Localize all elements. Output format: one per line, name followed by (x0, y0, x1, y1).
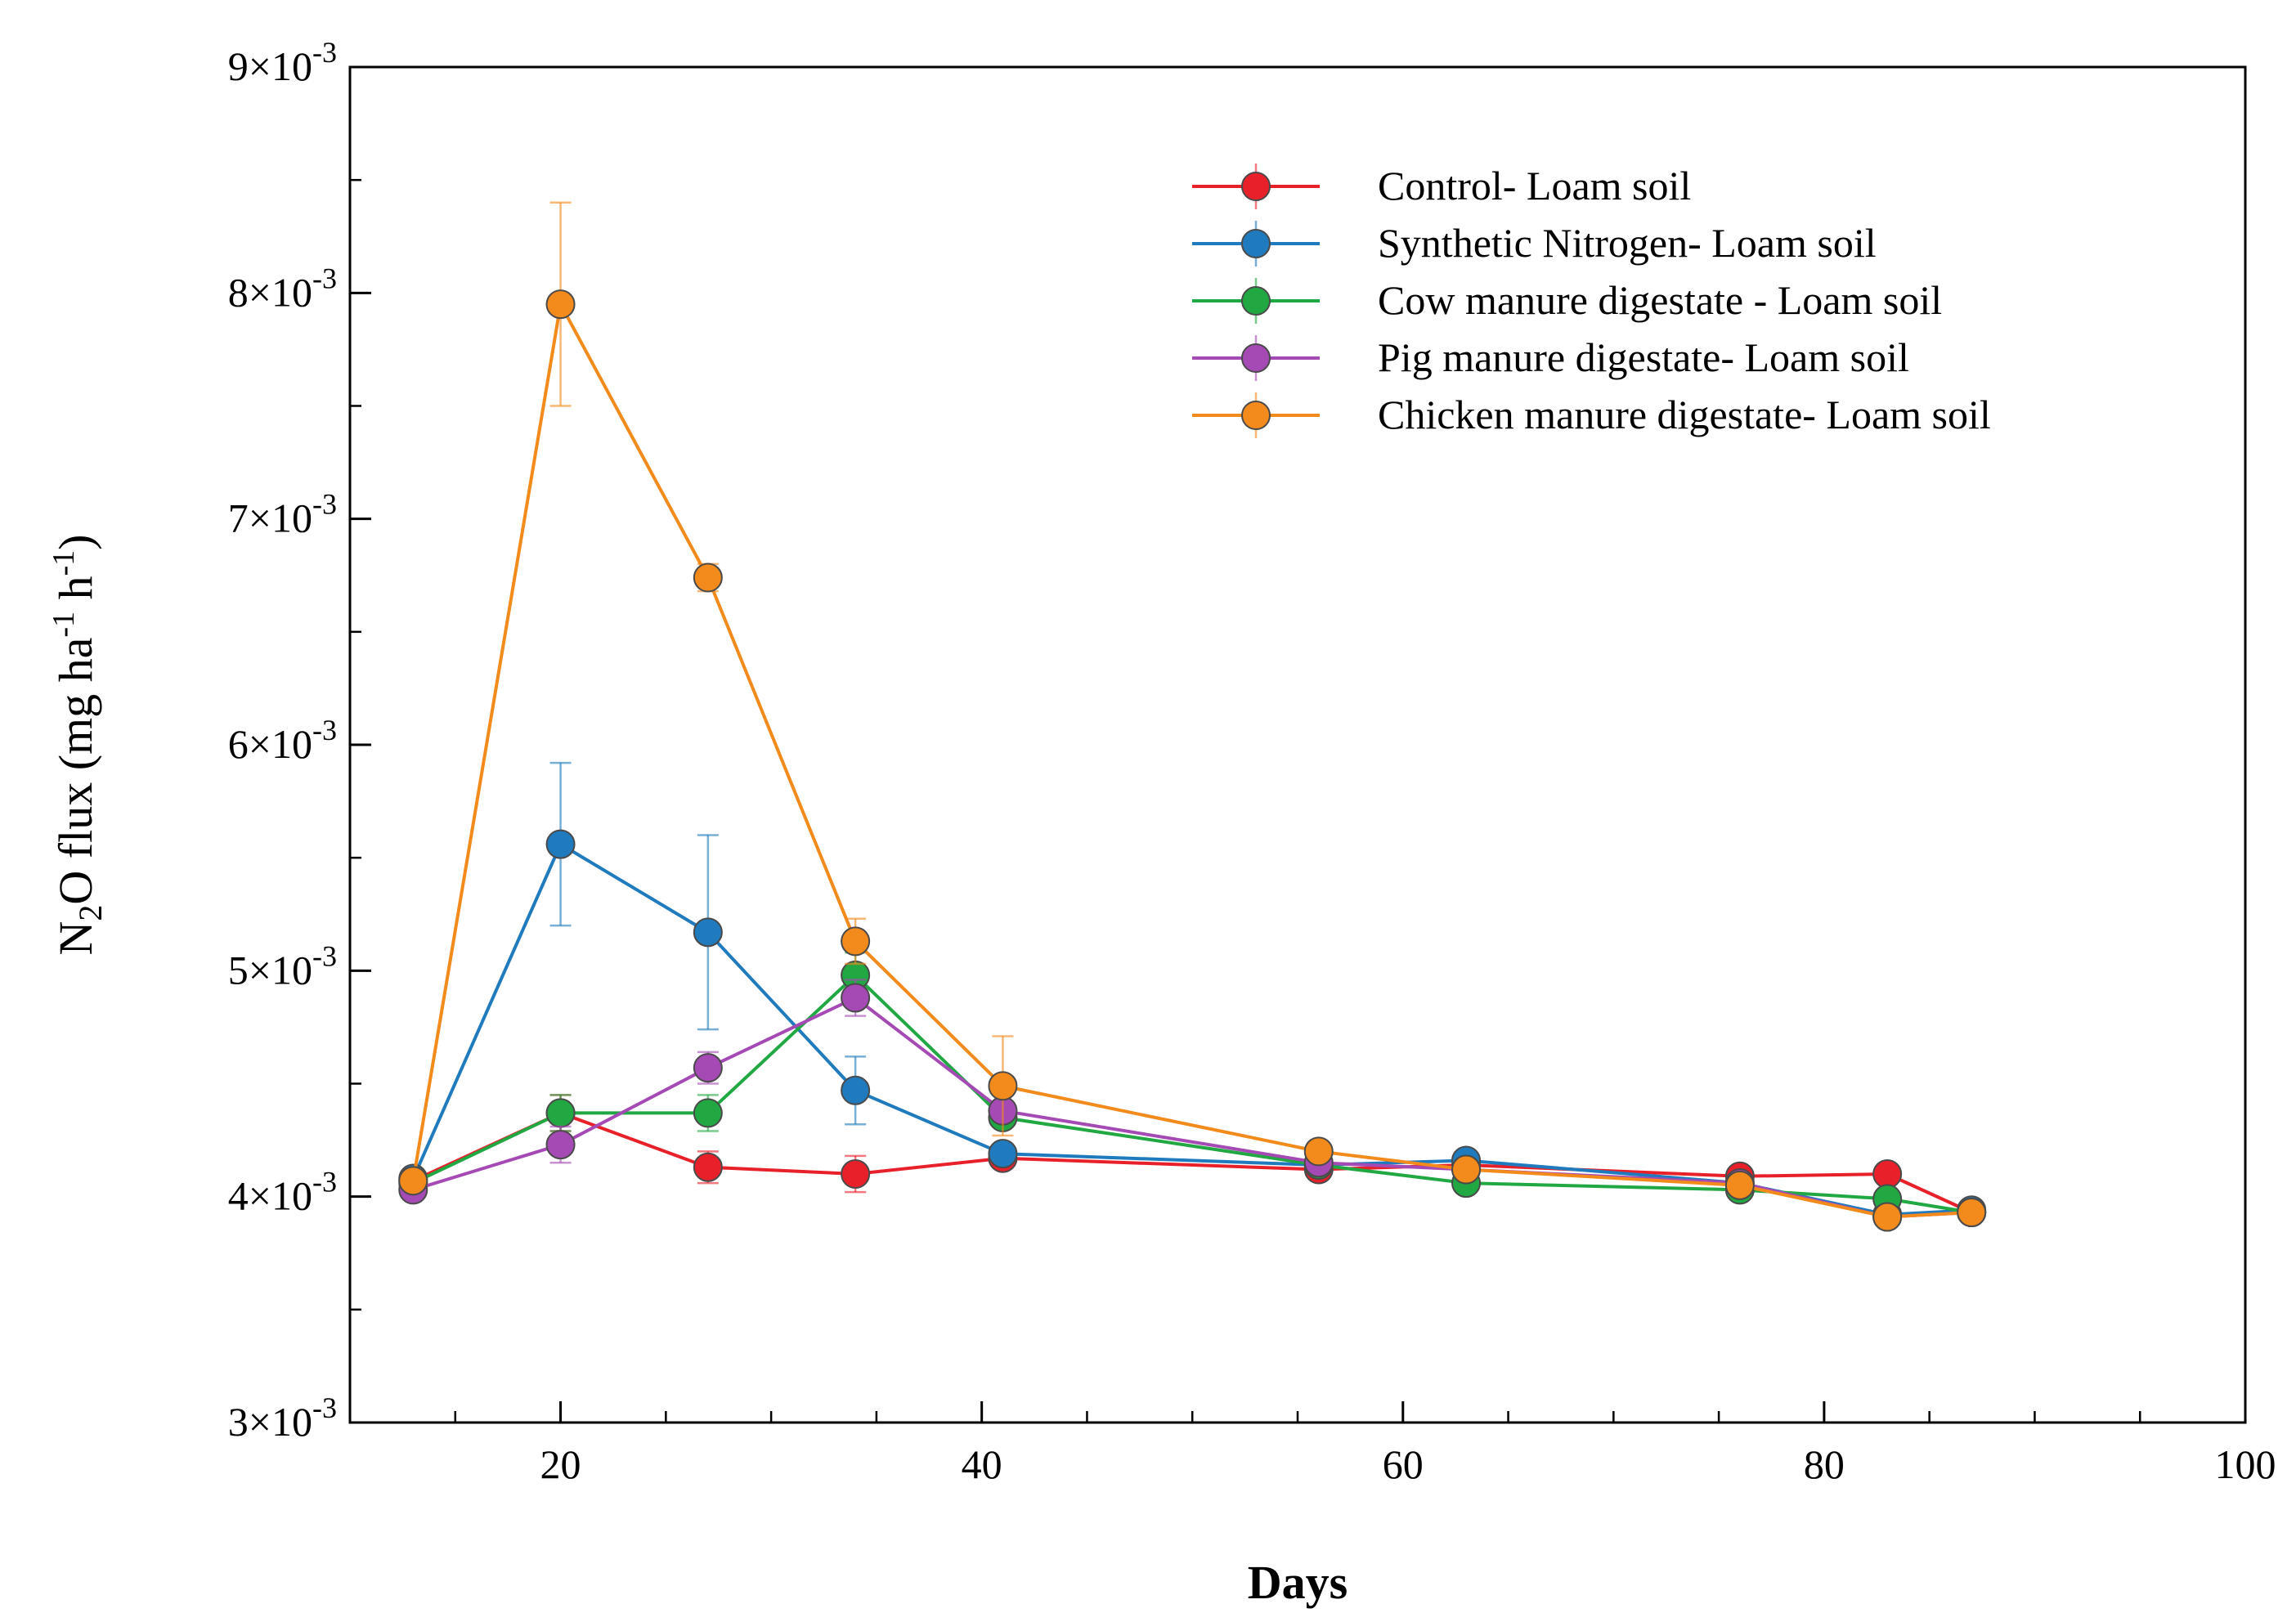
data-point (988, 1071, 1018, 1101)
data-point (1303, 1136, 1334, 1167)
legend-item: Pig manure digestate- Loam soil (1192, 334, 1909, 381)
data-point (398, 1166, 428, 1196)
legend-swatch-marker (1241, 343, 1271, 373)
y-tick-label: 6×10-3 (228, 714, 337, 767)
legend-item: Chicken manure digestate- Loam soil (1192, 392, 1991, 438)
data-point (1872, 1202, 1903, 1232)
series-layer (398, 201, 1987, 1232)
data-point (693, 1053, 723, 1083)
series-line (412, 1111, 1973, 1214)
data-point (841, 926, 871, 957)
y-axis-title-sup1: -1 (47, 612, 81, 638)
x-tick-label: 60 (1383, 1441, 1424, 1487)
y-axis-title-n: N (49, 921, 102, 956)
data-point (1872, 1159, 1903, 1190)
data-point (693, 917, 723, 948)
y-axis-title-close: ) (49, 534, 102, 549)
data-point (1724, 1170, 1755, 1200)
x-tick-label: 40 (962, 1441, 1002, 1487)
legend-label: Chicken manure digestate- Loam soil (1378, 392, 1991, 437)
data-point (693, 562, 723, 593)
legend-item: Control- Loam soil (1192, 163, 1691, 209)
x-tick-label: 20 (540, 1441, 581, 1487)
y-axis-title-main: O flux (mg ha (49, 638, 102, 905)
data-point (988, 1139, 1018, 1169)
data-point (1957, 1198, 1987, 1228)
x-axis-title: Days (1248, 1556, 1348, 1609)
series-line (411, 842, 1972, 1216)
legend-label: Cow manure digestate - Loam soil (1378, 277, 1942, 323)
legend-label: Pig manure digestate- Loam soil (1378, 334, 1909, 380)
y-tick-label: 3×10-3 (228, 1391, 337, 1445)
legend-item: Cow manure digestate - Loam soil (1192, 277, 1942, 324)
y-tick-label: 8×10-3 (228, 262, 337, 315)
legend: Control- Loam soil Synthetic Nitrogen- Lo… (1192, 163, 1991, 438)
series-line (411, 302, 1972, 1219)
data-point (693, 1098, 723, 1128)
x-tick-label: 100 (2215, 1441, 2276, 1487)
y-tick-label: 5×10-3 (228, 939, 337, 992)
legend-item: Synthetic Nitrogen- Loam soil (1192, 220, 1877, 267)
y-tick-label: 7×10-3 (228, 488, 337, 541)
series-4 (398, 201, 1987, 1232)
legend-swatch-marker (1241, 401, 1271, 430)
y-tick-label: 9×10-3 (228, 36, 337, 89)
series-line (412, 973, 1972, 1214)
data-point (841, 1075, 871, 1105)
y-axis-title: N2O flux (mg ha-1 h-1) (47, 534, 109, 955)
data-point (693, 1152, 723, 1182)
y-axis-title-h: h (49, 576, 102, 612)
y-axis-title-sup2: -1 (47, 550, 81, 576)
legend-label: Control- Loam soil (1378, 163, 1691, 208)
data-point (545, 1098, 576, 1128)
legend-swatch-marker (1241, 229, 1271, 258)
legend-swatch-marker (1241, 286, 1271, 316)
data-point (841, 1159, 871, 1190)
x-tick-label: 80 (1804, 1441, 1845, 1487)
data-point (1451, 1154, 1482, 1185)
y-tick-label: 4×10-3 (228, 1166, 337, 1219)
x-axis-ticks: 20 40 60 80 100 (348, 1401, 2276, 1487)
data-point (545, 1130, 576, 1160)
series-1 (398, 761, 1987, 1230)
legend-label: Synthetic Nitrogen- Loam soil (1378, 220, 1877, 266)
data-point (841, 983, 871, 1013)
data-point (545, 829, 576, 859)
y-axis-title-sub: 2 (72, 905, 109, 921)
data-point (545, 289, 576, 320)
y-axis-ticks: 3×10-3 4×10-3 5×10-3 6×10-3 7×10-3 8×10-3 9×10… (228, 36, 371, 1445)
legend-swatch-marker (1241, 172, 1271, 201)
